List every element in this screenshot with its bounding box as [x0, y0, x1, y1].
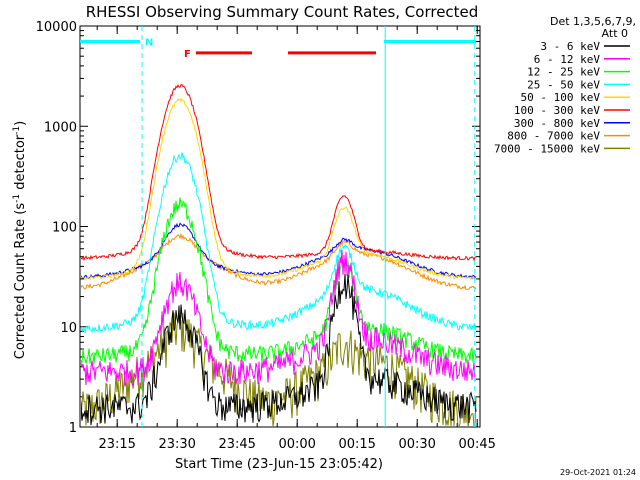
legend-label-7000-15000-kev: 7000 - 15000 keV: [494, 142, 600, 155]
legend-label-50-100-kev: 50 - 100 keV: [521, 91, 601, 104]
series-line-100-300-kev: [81, 84, 477, 262]
x-tick-label: 23:30: [158, 437, 195, 452]
x-tick-label: 00:45: [458, 437, 495, 452]
x-tick-label: 00:00: [278, 437, 315, 452]
legend-label-300-800-kev: 300 - 800 keV: [514, 117, 600, 130]
chart-title: RHESSI Observing Summary Count Rates, Co…: [86, 3, 479, 21]
x-tick-label: 00:15: [338, 437, 375, 452]
series-line-300-800-kev: [81, 222, 477, 280]
y-axis-label-mid: detector: [13, 134, 28, 194]
y-axis-label-end: ): [13, 121, 28, 126]
y-tick-label: 1000: [44, 120, 77, 135]
plot-area: 1 10 100 1000 10000 23:15 23:30 23:45 00:00 00:15…: [36, 20, 496, 452]
x-axis-label: Start Time (23-Jun-15 23:05:42): [175, 457, 383, 472]
flag-label-n: N: [145, 38, 153, 49]
y-axis-label: Corrected Count Rate (s-1 detector-1): [12, 121, 28, 359]
series-line-25-50-kev: [81, 152, 477, 334]
y-axis-label-sup1: -1: [12, 194, 22, 203]
y-tick-label: 10: [60, 321, 77, 336]
series-line-3-6-kev: [81, 273, 477, 426]
legend-label-25-50-kev: 25 - 50 keV: [527, 78, 600, 91]
y-axis-label-sup2: -1: [12, 126, 22, 135]
x-tick-label: 23:45: [218, 437, 255, 452]
series-line-12-25-kev: [81, 197, 477, 365]
y-tick-label: 100: [52, 221, 77, 236]
x-tick-label: 23:15: [98, 437, 135, 452]
y-tick-label: 10000: [36, 20, 77, 35]
legend-label-12-25-kev: 12 - 25 keV: [527, 66, 600, 79]
y-tick-label: 1: [69, 421, 77, 436]
legend-header-line1: Det 1,3,5,6,7,9,: [550, 15, 636, 28]
footer-timestamp: 29-Oct-2021 01:24: [560, 468, 636, 477]
legend-label-6-12-kev: 6 - 12 keV: [534, 53, 601, 66]
y-axis-label-main: Corrected Count Rate (s: [13, 203, 28, 360]
flag-label-f: F: [184, 49, 191, 60]
legend-label-100-300-kev: 100 - 300 keV: [514, 104, 600, 117]
legend-label-800-7000-kev: 800 - 7000 keV: [507, 130, 600, 143]
x-tick-label: 00:30: [398, 437, 435, 452]
series-line-50-100-kev: [81, 97, 476, 281]
legend-header-line2: Att 0: [602, 27, 628, 40]
legend-label-3-6-kev: 3 - 6 keV: [540, 40, 600, 53]
series-line-800-7000-kev: [81, 232, 477, 290]
series-line-6-12-kev: [81, 249, 477, 388]
